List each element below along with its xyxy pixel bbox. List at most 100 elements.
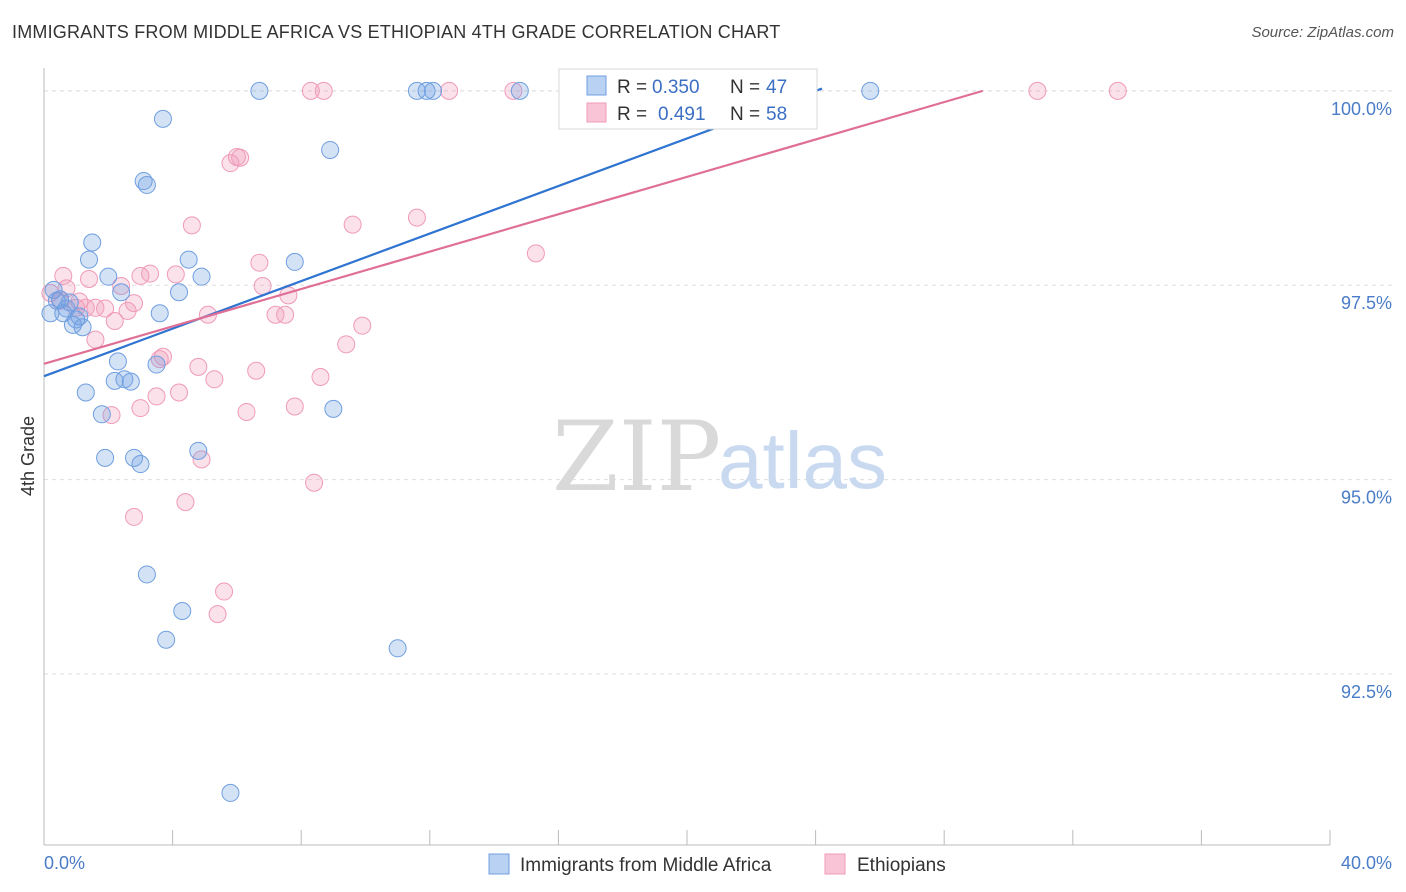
data-point <box>80 270 99 289</box>
data-point <box>1108 81 1127 100</box>
data-point <box>424 81 443 100</box>
data-point <box>105 371 124 390</box>
data-point <box>73 318 92 337</box>
data-point <box>112 283 131 302</box>
data-point <box>417 81 436 100</box>
data-point <box>147 387 166 406</box>
data-point <box>125 507 144 526</box>
trend-line <box>43 87 823 378</box>
data-point <box>276 305 295 324</box>
data-point <box>247 361 266 380</box>
data-point <box>285 397 304 416</box>
data-point <box>504 81 523 100</box>
data-point <box>311 367 330 386</box>
data-point <box>80 250 99 269</box>
x-tick-label-min: 0.0% <box>44 853 85 873</box>
legend-swatch-blue <box>586 75 607 96</box>
data-point <box>253 277 272 296</box>
data-point <box>86 330 105 349</box>
data-point <box>510 81 529 100</box>
data-point <box>237 402 256 421</box>
data-point <box>121 372 140 391</box>
x-tick-label-max: 40.0% <box>1341 853 1392 873</box>
data-point <box>208 605 227 624</box>
legend-label-middle-africa: Immigrants from Middle Africa <box>520 855 772 876</box>
data-point <box>153 109 172 128</box>
chart-title: IMMIGRANTS FROM MIDDLE AFRICA VS ETHIOPI… <box>12 22 781 42</box>
data-point <box>173 601 192 620</box>
legend-swatch-pink <box>586 102 607 123</box>
y-tick-label: 92.5% <box>1341 682 1392 702</box>
series-middle-africa <box>41 81 880 802</box>
data-point <box>170 283 189 302</box>
data-point <box>137 175 156 194</box>
data-point <box>112 277 131 296</box>
data-point <box>314 81 333 100</box>
legend-r-label: R = <box>617 104 647 125</box>
data-point <box>353 316 372 335</box>
watermark-zip: ZIP <box>552 401 721 513</box>
data-point <box>99 267 118 286</box>
data-point <box>205 370 224 389</box>
data-point <box>231 148 250 167</box>
x-ticks <box>172 830 1331 845</box>
data-point <box>189 357 208 376</box>
data-point <box>526 244 545 263</box>
data-point <box>407 81 426 100</box>
data-point <box>192 267 211 286</box>
data-point <box>266 305 285 324</box>
y-tick-label: 95.0% <box>1341 488 1392 508</box>
data-point <box>250 253 269 272</box>
data-point <box>1028 81 1047 100</box>
y-tick-label: 100.0% <box>1331 99 1392 119</box>
data-point <box>118 301 137 320</box>
data-point <box>131 455 150 474</box>
data-point <box>250 81 269 100</box>
legend-swatch-blue <box>488 853 510 875</box>
data-point <box>147 355 166 374</box>
data-point <box>86 298 105 317</box>
legend-n-label: N = <box>730 104 760 125</box>
y-axis-label: 4th Grade <box>18 416 38 496</box>
data-point <box>221 783 240 802</box>
data-point <box>76 383 95 402</box>
legend-r-value: 0.491 <box>658 104 706 125</box>
data-point <box>321 140 340 159</box>
data-point <box>83 233 102 252</box>
data-point <box>150 350 169 369</box>
data-point <box>92 405 111 424</box>
data-point <box>189 441 208 460</box>
legend-n-value: 47 <box>766 77 787 98</box>
data-point <box>221 154 240 173</box>
data-point <box>44 280 63 299</box>
data-point <box>305 473 324 492</box>
watermark-atlas: atlas <box>718 416 887 505</box>
y-tick-label: 97.5% <box>1341 293 1392 313</box>
data-point <box>47 291 66 310</box>
data-point <box>96 448 115 467</box>
data-point <box>166 265 185 284</box>
data-point <box>137 565 156 584</box>
y-tick-labels: 92.5% 95.0% 97.5% 100.0% <box>1331 99 1392 702</box>
trend-line <box>43 89 984 365</box>
legend-n-label: N = <box>730 77 760 98</box>
legend-r-value: 0.350 <box>652 77 700 98</box>
legend-swatch-pink <box>824 853 846 875</box>
data-point <box>301 81 320 100</box>
data-point <box>157 630 176 649</box>
data-point <box>150 304 169 323</box>
data-point <box>182 216 201 235</box>
data-point <box>388 639 407 658</box>
series-ethiopians <box>41 81 1127 624</box>
data-point <box>176 493 195 512</box>
data-point <box>861 81 880 100</box>
legend-r-label: R = <box>617 77 647 98</box>
data-point <box>131 399 150 418</box>
trend-lines <box>43 87 984 378</box>
data-point <box>324 399 343 418</box>
data-point <box>343 215 362 234</box>
data-point <box>102 406 121 425</box>
data-point <box>105 311 124 330</box>
data-point <box>70 307 89 326</box>
